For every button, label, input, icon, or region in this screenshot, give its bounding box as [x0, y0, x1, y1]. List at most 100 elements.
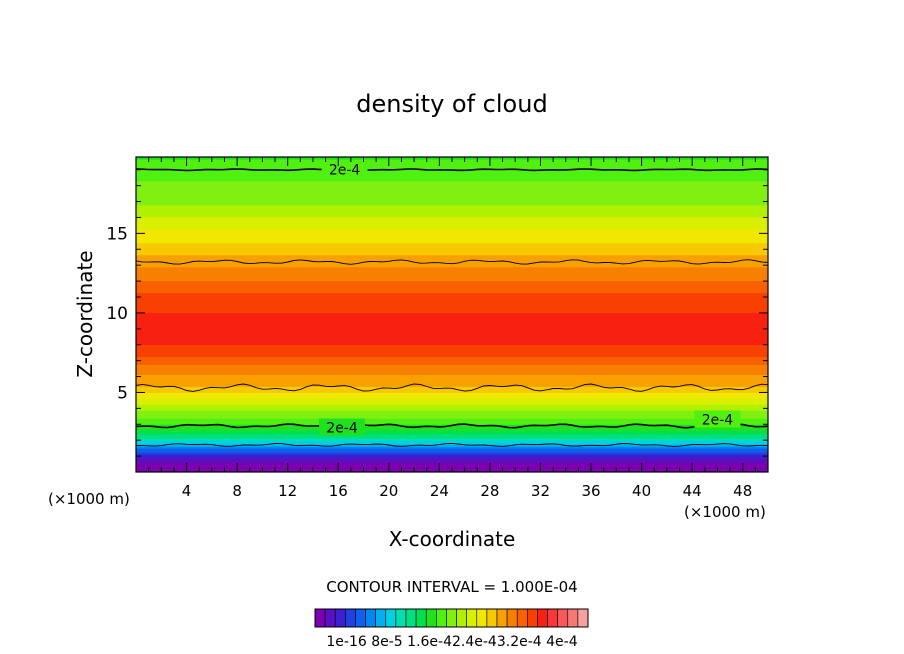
- density-band: [136, 310, 768, 314]
- x-unit-left: (×1000 m): [48, 490, 130, 508]
- x-tick-label: 20: [379, 482, 398, 500]
- density-band: [136, 432, 768, 435]
- density-band: [136, 204, 768, 208]
- density-band: [136, 226, 768, 230]
- density-band: [136, 318, 768, 322]
- y-tick-label: 10: [106, 304, 128, 324]
- density-band: [136, 388, 768, 391]
- density-band: [136, 286, 768, 290]
- density-band: [136, 320, 768, 324]
- contour-label: 2e-4: [702, 413, 734, 429]
- density-band: [136, 414, 768, 417]
- density-band: [136, 418, 768, 421]
- density-band: [136, 280, 768, 284]
- colorbar: [314, 608, 589, 628]
- density-band: [136, 458, 768, 461]
- density-band: [136, 200, 768, 204]
- density-band: [136, 206, 768, 210]
- density-band: [136, 462, 768, 465]
- density-band: [136, 166, 768, 170]
- density-band: [136, 412, 768, 415]
- contour-label-bg: [319, 418, 366, 436]
- density-band: [136, 420, 768, 423]
- density-band: [136, 188, 768, 192]
- density-band: [136, 372, 768, 375]
- density-band: [136, 242, 768, 246]
- density-band: [136, 274, 768, 278]
- colorbar-swatch: [567, 608, 579, 628]
- colorbar-swatch: [496, 608, 508, 628]
- density-band: [136, 270, 768, 274]
- colorbar-swatch: [486, 608, 498, 628]
- density-band: [136, 246, 768, 250]
- x-tick-label: 28: [480, 482, 499, 500]
- density-band: [136, 416, 768, 419]
- density-band: [136, 392, 768, 395]
- density-band: [136, 250, 768, 254]
- density-band: [136, 362, 768, 365]
- y-tick-label: 15: [106, 224, 128, 244]
- density-band: [136, 316, 768, 320]
- density-band: [136, 378, 768, 381]
- density-band: [136, 334, 768, 338]
- density-band: [136, 248, 768, 252]
- contour-label-bg: [694, 410, 741, 428]
- colorbar-swatch: [466, 608, 478, 628]
- colorbar-swatch: [516, 608, 528, 628]
- density-band: [136, 180, 768, 184]
- density-band: [136, 454, 768, 457]
- density-band: [136, 290, 768, 294]
- density-band: [136, 446, 768, 449]
- contour-label-bg: [321, 160, 368, 178]
- density-band: [136, 230, 768, 234]
- density-band: [136, 330, 768, 334]
- density-band: [136, 360, 768, 363]
- density-band: [136, 356, 768, 359]
- contour-2e-4-top: [136, 168, 768, 172]
- density-band: [136, 430, 768, 433]
- colorbar-swatch: [476, 608, 488, 628]
- density-band: [136, 396, 768, 399]
- density-band: [136, 398, 768, 401]
- density-band: [136, 386, 768, 389]
- colorbar-swatch: [345, 608, 356, 628]
- density-band: [136, 196, 768, 200]
- density-band: [136, 366, 768, 369]
- x-tick-label: 24: [430, 482, 449, 500]
- contour-1e-4-lower: [136, 442, 768, 447]
- density-band: [136, 164, 768, 168]
- density-band: [136, 288, 768, 292]
- colorbar-swatch: [365, 608, 376, 628]
- density-band: [136, 182, 768, 186]
- density-band: [136, 308, 768, 312]
- density-band: [136, 322, 768, 326]
- density-band: [136, 260, 768, 264]
- density-band: [136, 298, 768, 302]
- x-tick-label: 32: [531, 482, 550, 500]
- colorbar-swatch: [425, 608, 437, 628]
- density-band: [136, 194, 768, 198]
- density-band: [136, 294, 768, 298]
- density-band: [136, 394, 768, 397]
- density-band: [136, 342, 768, 345]
- density-band: [136, 224, 768, 228]
- density-band: [136, 216, 768, 220]
- contour-3e-4-upper: [136, 259, 768, 265]
- density-band: [136, 452, 768, 455]
- contour-2e-4-lower: [136, 423, 768, 429]
- density-band: [136, 296, 768, 300]
- density-band: [136, 456, 768, 459]
- density-band: [136, 212, 768, 216]
- density-band: [136, 240, 768, 244]
- density-band: [136, 352, 768, 355]
- density-band: [136, 236, 768, 240]
- colorbar-swatch: [577, 608, 589, 628]
- density-band: [136, 300, 768, 304]
- density-band: [136, 384, 768, 387]
- density-band: [136, 238, 768, 242]
- density-band: [136, 192, 768, 196]
- colorbar-swatch: [557, 608, 569, 628]
- density-band: [136, 276, 768, 280]
- contour-lines: [136, 168, 768, 447]
- density-band: [136, 306, 768, 310]
